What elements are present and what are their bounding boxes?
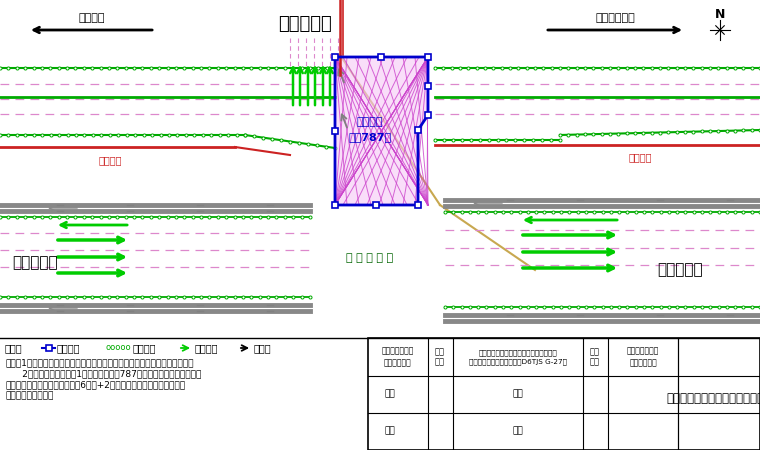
Text: 日期: 日期 xyxy=(513,427,524,436)
Bar xyxy=(368,338,760,450)
Text: 中交第一公路工
程局有限公司: 中交第一公路工 程局有限公司 xyxy=(382,346,414,367)
PathPatch shape xyxy=(335,57,428,205)
Text: N: N xyxy=(715,8,725,21)
Text: 纺　北　路: 纺 北 路 xyxy=(12,256,58,270)
Text: 绘制: 绘制 xyxy=(385,390,395,399)
Text: 纺织城站: 纺织城站 xyxy=(79,13,105,23)
Text: 施工围挡: 施工围挡 xyxy=(356,117,383,127)
Text: 工程
名称: 工程 名称 xyxy=(435,347,445,367)
Text: 纺　北　路: 纺 北 路 xyxy=(657,262,703,278)
Text: 车站轮廓: 车站轮廓 xyxy=(133,343,157,353)
Text: 纺　渭　路: 纺 渭 路 xyxy=(278,15,332,33)
Text: 图例：: 图例： xyxy=(5,343,23,353)
Text: 道路红线: 道路红线 xyxy=(629,152,652,162)
Text: 西安市地下铁道
有限责任公司: 西安市地下铁道 有限责任公司 xyxy=(627,346,659,367)
Text: 纺 北 路 中 线: 纺 北 路 中 线 xyxy=(347,253,394,263)
Text: 建设
单位: 建设 单位 xyxy=(590,347,600,367)
Text: 西安市地铁六号线二期工程（劳动南路站
～纺织城站）土建施工项目D6TJS G-27标: 西安市地铁六号线二期工程（劳动南路站 ～纺织城站）土建施工项目D6TJS G-2… xyxy=(469,349,567,364)
Text: ooooo: ooooo xyxy=(105,343,131,352)
Text: 区间围挡西侧绕行，能满足双向6车道+2非机动车道的通行要求。纺渭路: 区间围挡西侧绕行，能满足双向6车道+2非机动车道的通行要求。纺渭路 xyxy=(5,380,185,389)
Text: 纺织城停车场: 纺织城停车场 xyxy=(595,13,635,23)
Text: 2、本期施工围挡时间1个月，总面积：787㎡。施工期间纺渭路车流从: 2、本期施工围挡时间1个月，总面积：787㎡。施工期间纺渭路车流从 xyxy=(5,369,201,378)
Text: 施工围挡: 施工围挡 xyxy=(57,343,81,353)
Text: 机动车道: 机动车道 xyxy=(195,343,219,353)
Text: 复核: 复核 xyxy=(385,427,395,436)
Text: 审核: 审核 xyxy=(513,390,524,399)
Text: 说明：1、本区间为明挖，共分两期施工，本图为二期施工围挡及交通疏解图。: 说明：1、本区间为明挖，共分两期施工，本图为二期施工围挡及交通疏解图。 xyxy=(5,358,194,367)
Text: 车辆基地出入线区间交通疏解二期: 车辆基地出入线区间交通疏解二期 xyxy=(667,392,760,405)
Text: 道路红线: 道路红线 xyxy=(98,155,122,165)
Text: 面积787㎡: 面积787㎡ xyxy=(348,132,391,142)
Text: 人行道: 人行道 xyxy=(254,343,271,353)
Text: 交通不受施工影响。: 交通不受施工影响。 xyxy=(5,391,53,400)
